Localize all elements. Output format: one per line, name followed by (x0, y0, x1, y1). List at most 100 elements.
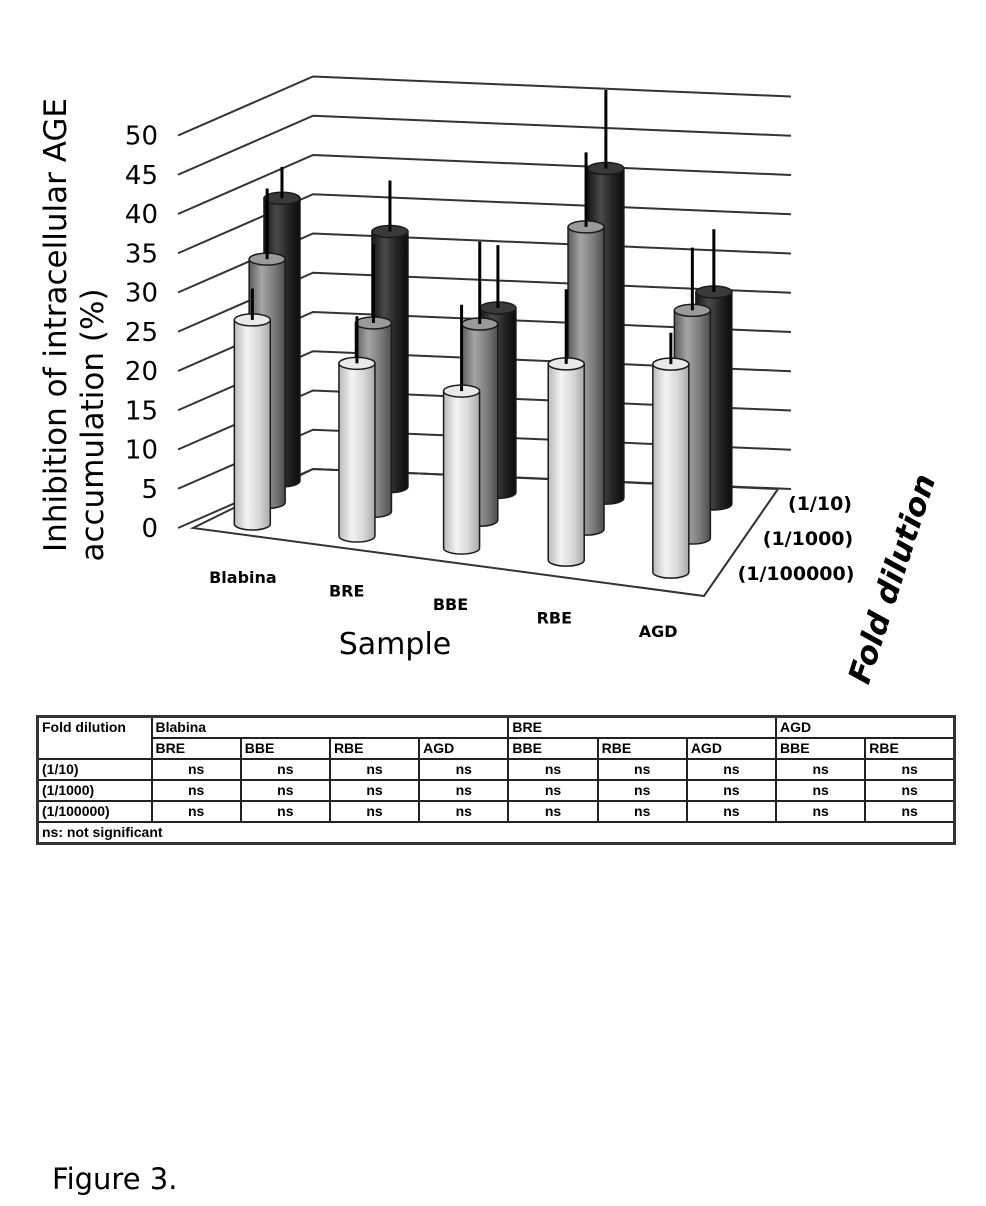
table-group-header: BRE (507, 715, 778, 739)
table-cell: ns (418, 758, 510, 781)
table-row: BRE BBE RBE AGD BBE RBE AGD BBE RBE (38, 737, 956, 760)
table-row: Fold dilution Blabina BRE AGD (36, 715, 956, 760)
table-cell: ns (328, 758, 421, 781)
y-tick-label: 5 (141, 475, 158, 505)
table-cell: ns (239, 800, 331, 823)
table-row-label: (1/100000) (36, 800, 153, 823)
table-group-header: AGD (775, 715, 956, 739)
bar (547, 289, 585, 567)
table-group-header: Blabina (150, 715, 510, 739)
table-cell: ns (507, 758, 599, 781)
bar-body (652, 363, 690, 579)
x-category-labels: Blabina BRE BBE RBE AGD (209, 568, 677, 641)
table-cell: ns (685, 758, 778, 781)
y-tick-label: 25 (125, 318, 158, 348)
bar-body (338, 362, 376, 543)
y-axis-title-line2: accumulation (%) (75, 288, 111, 561)
table-column-header: BBE (239, 737, 331, 760)
table-cell: ns (239, 779, 331, 802)
table-cell: ns (507, 800, 599, 823)
series-label: (1/1000) (763, 528, 853, 550)
bar-body (547, 363, 585, 567)
gridline (177, 153, 792, 215)
gridline (177, 232, 792, 294)
gridline (177, 389, 792, 451)
table-cell: ns (596, 800, 688, 823)
figure-caption: Figure 3. (52, 1162, 178, 1196)
bars (233, 89, 733, 579)
table-column-header: BRE (150, 737, 242, 760)
x-category-label: RBE (537, 609, 572, 628)
gridline (177, 193, 792, 255)
statistics-table: Fold dilution Blabina BRE AGD BRE BBE RBE AGD BB… (36, 715, 956, 845)
y-axis-title-line1: Inhibition of intracellular AGE (38, 98, 74, 552)
y-tick-label: 50 (125, 122, 158, 152)
z-axis-title: Fold dilution (842, 470, 944, 688)
table-column-header: AGD (685, 737, 778, 760)
table-column-header: AGD (418, 737, 510, 760)
table-row-label: (1/10) (36, 758, 153, 781)
gridline (177, 350, 792, 412)
table-cell: ns (328, 800, 421, 823)
table-row-label: (1/1000) (36, 779, 153, 802)
y-tick-label: 10 (125, 436, 158, 466)
table-column-header: BBE (775, 737, 867, 760)
table-footnote: ns: not significant (36, 821, 956, 845)
table-cell: ns (328, 779, 421, 802)
table-cell: ns (239, 758, 331, 781)
bar-body (233, 319, 272, 531)
table-cell: ns (775, 779, 867, 802)
y-tick-label: 0 (141, 514, 158, 544)
bar (338, 316, 376, 543)
y-tick-label: 45 (125, 161, 158, 191)
x-category-label: BBE (433, 595, 468, 614)
series-label: (1/10) (788, 493, 852, 515)
bar (652, 332, 690, 579)
x-category-label: BRE (329, 581, 364, 600)
y-tick-labels: 0 5 10 15 20 25 30 35 40 45 50 (125, 122, 158, 545)
table-row: (1/100000) ns ns ns ns ns ns ns ns ns (36, 800, 956, 823)
table-cell: ns (418, 779, 510, 802)
x-axis-title: Sample (339, 627, 452, 662)
table-cell: ns (864, 758, 956, 781)
gridlines (177, 75, 792, 529)
x-category-label: Blabina (209, 568, 277, 587)
x-category-label: AGD (639, 622, 678, 641)
table-column-header: RBE (596, 737, 688, 760)
table-cell: ns (418, 800, 510, 823)
y-tick-label: 20 (125, 357, 158, 387)
table-cell: ns (775, 758, 867, 781)
table-row: (1/10) ns ns ns ns ns ns ns ns ns (36, 758, 956, 781)
table-cell: ns (596, 779, 688, 802)
y-tick-label: 30 (125, 279, 158, 309)
table-cell: ns (864, 779, 956, 802)
table-cell: ns (775, 800, 867, 823)
bar-body (442, 390, 481, 555)
table-cell: ns (685, 800, 778, 823)
table-cell: ns (596, 758, 688, 781)
y-tick-label: 35 (125, 239, 158, 269)
table-column-header: RBE (328, 737, 421, 760)
table-row: ns: not significant (36, 821, 956, 845)
gridline (177, 310, 792, 372)
chart: 0 5 10 15 20 25 30 35 40 45 50 Blabina BRE BBE RBE AGD… (38, 75, 944, 688)
table-cell: ns (150, 800, 242, 823)
series-labels: (1/10) (1/1000) (1/100000) (738, 493, 855, 585)
table-cell: ns (150, 779, 242, 802)
gridline (177, 428, 792, 490)
table-column-header: BBE (507, 737, 599, 760)
table-column-header: RBE (864, 737, 956, 760)
y-tick-label: 40 (125, 200, 158, 230)
y-tick-label: 15 (125, 396, 158, 426)
gridline (177, 114, 792, 176)
gridline (177, 75, 792, 137)
table-cell: ns (685, 779, 778, 802)
table-cell: ns (150, 758, 242, 781)
table-header-fold-dilution: Fold dilution (36, 715, 153, 760)
bar (442, 304, 481, 555)
bar (233, 288, 272, 531)
gridline (177, 271, 792, 333)
table-row: (1/1000) ns ns ns ns ns ns ns ns ns (36, 779, 956, 802)
series-label: (1/100000) (738, 563, 855, 585)
table-cell: ns (864, 800, 956, 823)
